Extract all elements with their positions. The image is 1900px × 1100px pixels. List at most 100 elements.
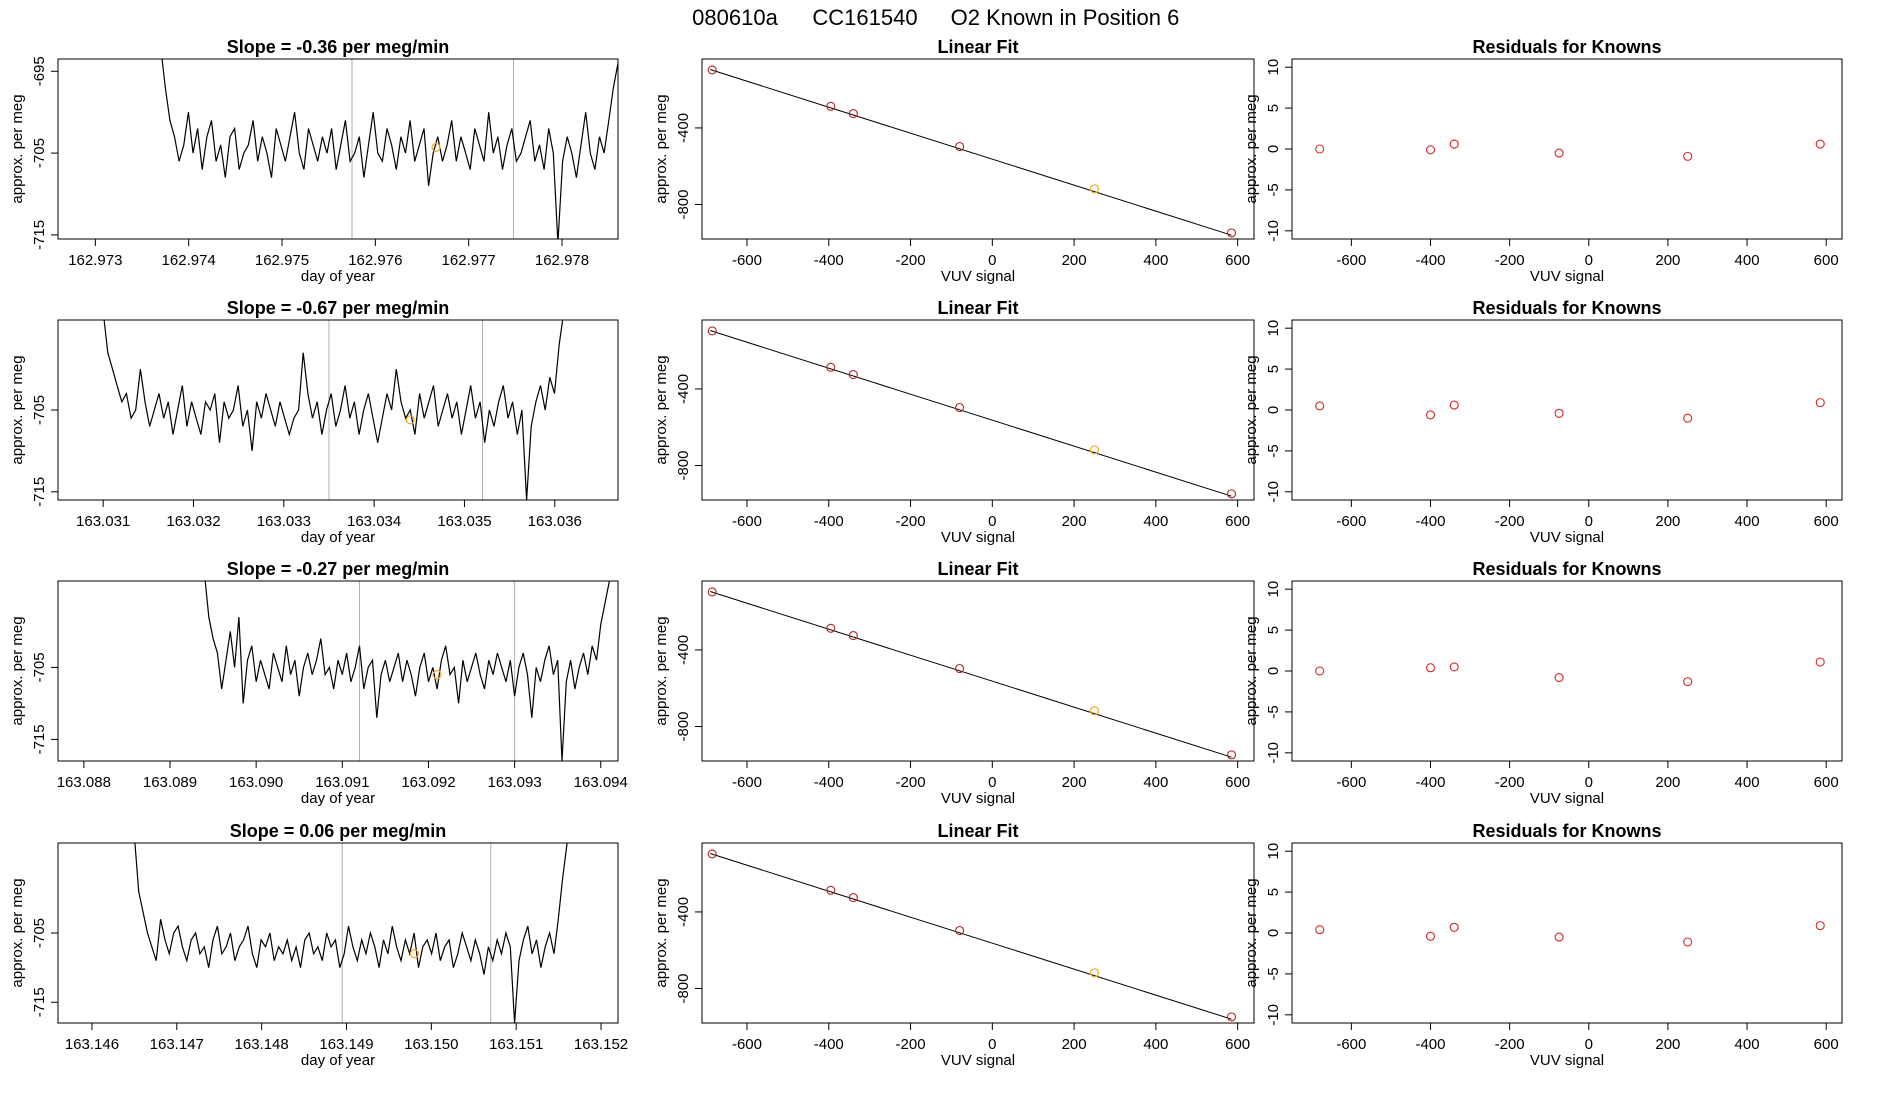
y-tick-label: 5 <box>1265 888 1282 896</box>
panel-fit-r4: Linear Fit -600 -400 -200 0 200 400 600 -400 -800… <box>653 821 1255 1069</box>
x-tick-label: -400 <box>1415 252 1445 269</box>
x-tick-label: 600 <box>1225 513 1250 530</box>
y-axis-label: approx. per meg <box>9 616 26 725</box>
fit-line <box>710 330 1232 497</box>
y-tick-label: 10 <box>1265 843 1282 860</box>
x-tick-label: 162.974 <box>162 252 216 269</box>
x-tick-label: 400 <box>1143 774 1168 791</box>
known-point <box>1226 489 1237 499</box>
y-tick-label: 0 <box>1265 145 1282 153</box>
panel-title: Slope = -0.27 per meg/min <box>227 559 450 579</box>
plot-area <box>707 587 1237 760</box>
x-tick-label: 162.978 <box>535 252 589 269</box>
x-tick-label: 162.975 <box>255 252 309 269</box>
y-tick-label: -800 <box>675 712 692 742</box>
x-tick-label: 163.094 <box>574 774 628 791</box>
residual-point <box>1554 672 1564 683</box>
panel-title: Residuals for Knowns <box>1472 298 1661 318</box>
panel-title: Slope = 0.06 per meg/min <box>230 821 447 841</box>
x-axis-label: VUV signal <box>941 1052 1015 1069</box>
x-tick-label: 163.035 <box>437 513 491 530</box>
residual-point <box>1815 398 1825 408</box>
known-point <box>826 101 836 111</box>
panel-fit-r1: Linear Fit -600 -400 -200 0 200 400 600 -400 -800… <box>653 37 1255 285</box>
panel-residuals-r4: Residuals for Knowns -600 -400 -200 0 200 400 6… <box>1243 821 1843 1069</box>
x-tick-label: 162.977 <box>442 252 496 269</box>
fit-line <box>710 591 1232 758</box>
known-point <box>826 885 836 895</box>
panel-title: Slope = -0.36 per meg/min <box>227 37 450 57</box>
x-axis-label: day of year <box>301 268 375 285</box>
plot-area <box>707 65 1237 238</box>
known-point <box>848 893 858 903</box>
x-axis-label: VUV signal <box>941 268 1015 285</box>
x-tick-label: -600 <box>732 513 762 530</box>
x-tick-label: 163.034 <box>347 513 401 530</box>
y-tick-label: 10 <box>1265 59 1282 76</box>
panel-timeseries-r1: Slope = -0.36 per meg/min 162.973 162.974 1… <box>9 37 619 285</box>
x-tick-label: 0 <box>988 252 996 269</box>
y-tick-label: -705 <box>31 652 48 682</box>
plot-frame <box>57 319 619 501</box>
y-tick-label: 0 <box>1265 406 1282 414</box>
x-tick-label: 0 <box>988 513 996 530</box>
plot-frame <box>57 580 619 762</box>
plot-area <box>134 843 568 1023</box>
x-tick-label: -400 <box>1415 774 1445 791</box>
x-tick-label: 163.147 <box>150 1036 204 1053</box>
y-tick-label: -5 <box>1265 183 1282 196</box>
residual-point <box>1425 410 1436 420</box>
plot-frame <box>1291 319 1843 501</box>
y-tick-label: 5 <box>1265 104 1282 112</box>
residual-point <box>1554 148 1564 158</box>
fit-line <box>710 853 1232 1020</box>
residual-point <box>1425 145 1436 155</box>
x-tick-label: -400 <box>814 1036 844 1053</box>
plot-area <box>1315 398 1825 423</box>
x-tick-label: 0 <box>1585 513 1593 530</box>
y-tick-label: -5 <box>1265 967 1282 980</box>
figure-title-part-3: O2 Known in Position 6 <box>951 5 1180 30</box>
x-tick-label: 163.032 <box>166 513 220 530</box>
x-tick-label: -600 <box>732 252 762 269</box>
x-axis-label: VUV signal <box>941 790 1015 807</box>
plot-area <box>161 59 618 239</box>
sample-point <box>1089 445 1100 455</box>
y-tick-label: -705 <box>31 395 48 425</box>
x-axis-label: VUV signal <box>1530 1052 1604 1069</box>
residual-point <box>1815 921 1825 931</box>
series-line <box>103 320 564 500</box>
x-tick-label: -600 <box>1336 252 1366 269</box>
residual-point <box>1449 400 1459 410</box>
x-tick-label: 163.091 <box>315 774 369 791</box>
y-tick-label: -10 <box>1265 481 1282 503</box>
x-tick-label: 200 <box>1655 513 1680 530</box>
x-tick-label: -200 <box>1495 774 1525 791</box>
x-tick-label: 400 <box>1143 252 1168 269</box>
y-tick-label: 10 <box>1265 320 1282 337</box>
plot-area <box>204 581 610 761</box>
residual-point <box>1683 937 1693 947</box>
plot-frame <box>701 58 1255 240</box>
known-point <box>848 109 858 119</box>
y-tick-label: -400 <box>675 897 692 927</box>
residual-point <box>1815 139 1825 149</box>
series-line <box>204 581 610 761</box>
x-tick-label: 600 <box>1225 252 1250 269</box>
x-tick-label: 600 <box>1814 1036 1839 1053</box>
y-axis-label: approx. per meg <box>653 878 670 987</box>
known-point <box>1226 750 1237 760</box>
x-tick-label: 0 <box>1585 1036 1593 1053</box>
residual-point <box>1315 401 1325 411</box>
y-axis-label: approx. per meg <box>1243 878 1260 987</box>
plot-frame <box>1291 58 1843 240</box>
y-tick-label: -715 <box>31 477 48 507</box>
residual-point <box>1683 677 1693 687</box>
sample-point <box>405 415 415 425</box>
x-tick-label: 400 <box>1735 513 1760 530</box>
y-axis-label: approx. per meg <box>9 94 26 203</box>
x-tick-label: 200 <box>1655 252 1680 269</box>
series-line <box>161 59 618 239</box>
y-tick-label: -715 <box>31 220 48 250</box>
